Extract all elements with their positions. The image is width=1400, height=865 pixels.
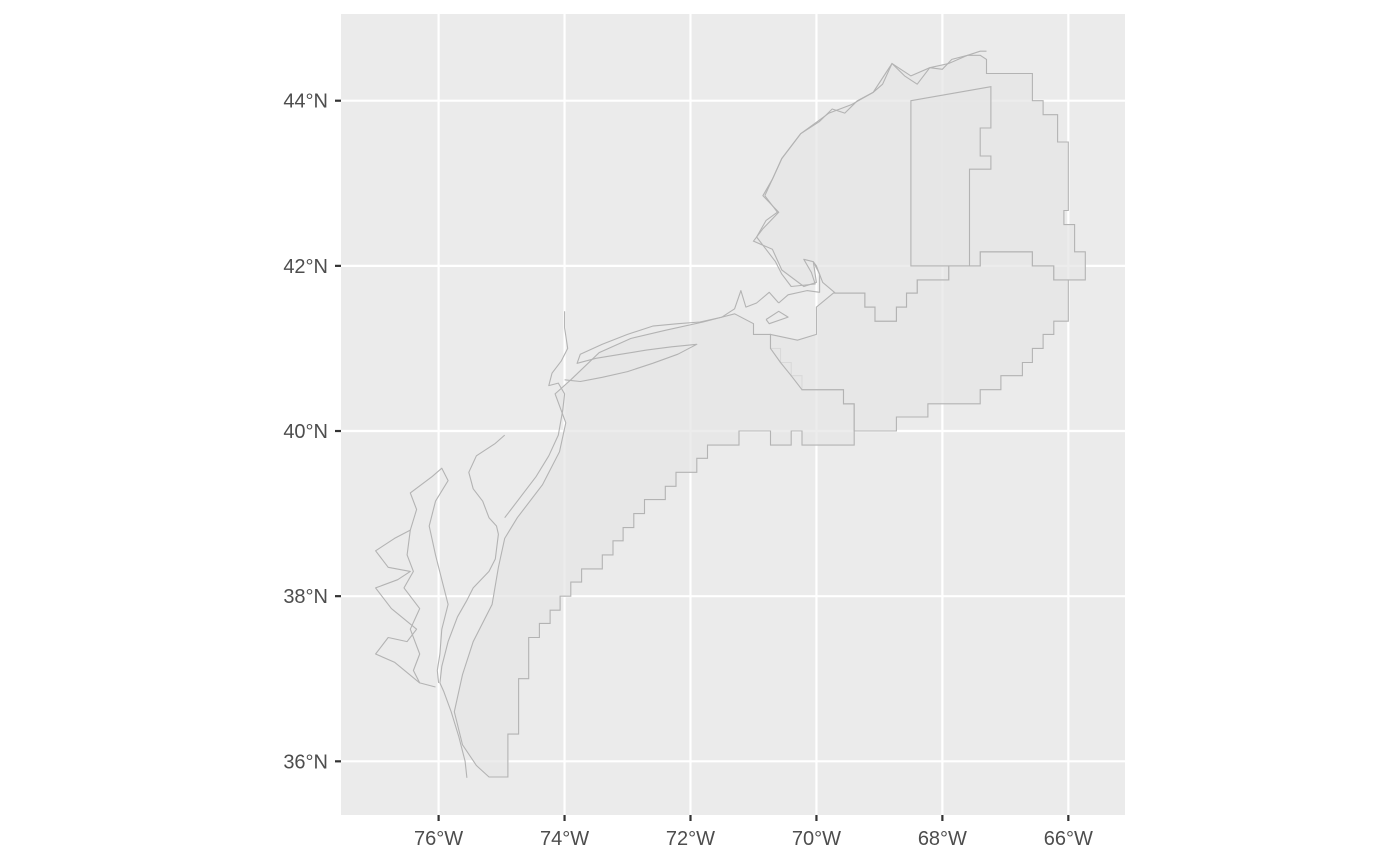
y-tick-label: 36°N	[283, 751, 328, 773]
map-layers	[375, 50, 1086, 778]
x-tick-label: 74°W	[540, 828, 589, 850]
region-boundary-0	[453, 313, 855, 778]
x-tick-label: 76°W	[414, 828, 463, 850]
x-tick-label: 72°W	[666, 828, 715, 850]
x-tick-label: 66°W	[1044, 828, 1093, 850]
coastline-10	[765, 310, 789, 325]
coastline-9	[756, 195, 821, 304]
region-boundary-3	[910, 86, 992, 267]
x-tick-label: 70°W	[792, 828, 841, 850]
coastline-5	[504, 311, 569, 519]
x-axis: 76°W 74°W 72°W 70°W 68°W 66°W	[414, 815, 1093, 850]
coastline-11	[764, 50, 987, 196]
y-tick-label: 42°N	[283, 256, 328, 278]
y-tick-label: 40°N	[283, 421, 328, 443]
y-tick-label: 44°N	[283, 91, 328, 113]
coastline-7	[375, 529, 421, 684]
coastline-8	[564, 290, 780, 383]
x-tick-label: 68°W	[918, 828, 967, 850]
coastline-6	[403, 467, 449, 688]
y-tick-label: 38°N	[283, 586, 328, 608]
y-axis: 36°N 38°N 40°N 42°N 44°N	[283, 91, 341, 773]
coastline-4	[439, 434, 506, 778]
